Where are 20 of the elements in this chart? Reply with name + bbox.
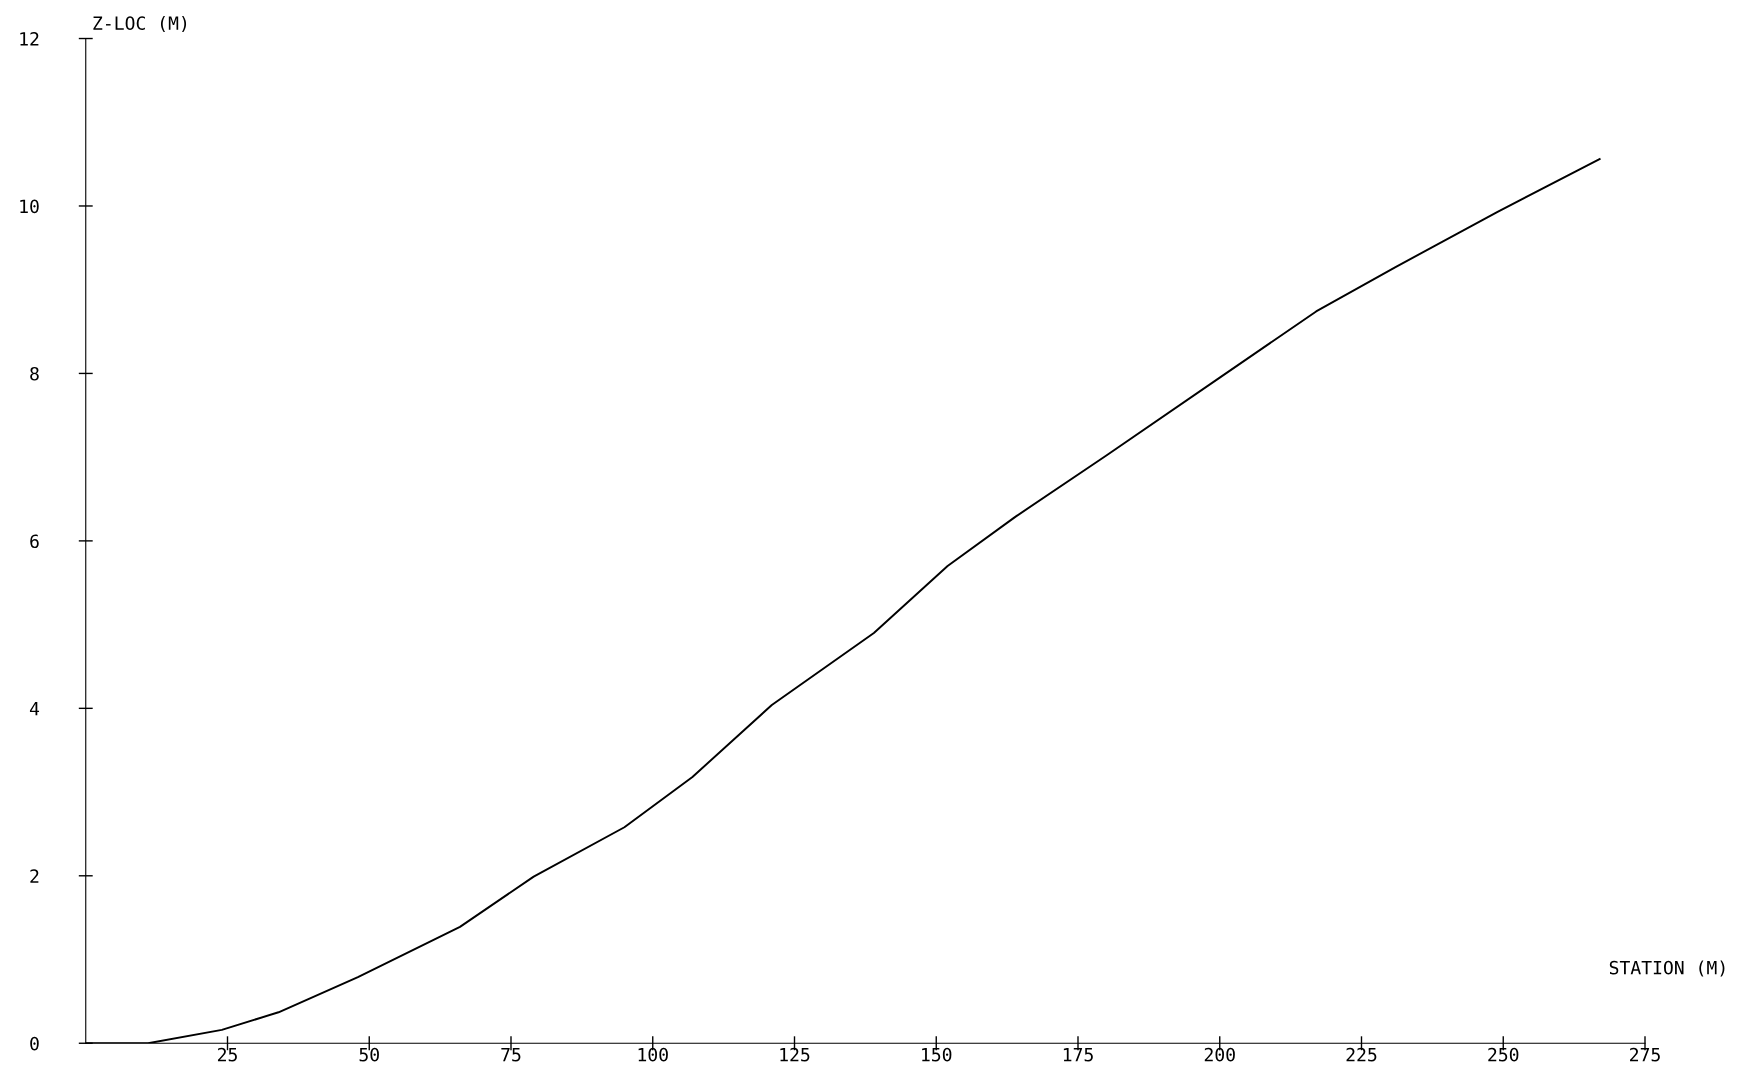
x-tick-label: 125 (780, 1047, 810, 1062)
y-tick-label: 4 (29, 702, 40, 716)
x-tick-label: 175 (1063, 1048, 1093, 1062)
x-tick-label: 100 (638, 1047, 668, 1062)
y-tick-label: 8 (30, 366, 39, 381)
x-tick-label: 75 (501, 1048, 521, 1062)
y-tick-label: 12 (20, 32, 39, 46)
y-axis-title: Z-LOC (M) (93, 16, 187, 33)
x-tick-label: 25 (217, 1047, 237, 1062)
y-tick-label: 6 (30, 534, 39, 549)
y-tick-label: 10 (20, 199, 39, 214)
x-tick-label: 50 (359, 1047, 379, 1062)
x-tick-label: 275 (1630, 1047, 1660, 1062)
x-tick-label: 200 (1204, 1047, 1235, 1062)
x-tick-label: 150 (922, 1047, 952, 1062)
y-tick-label: 2 (30, 869, 39, 883)
y-tick-label: 0 (30, 1036, 39, 1051)
x-tick-label: 225 (1346, 1047, 1377, 1062)
x-axis-title: STATION (M) (1609, 960, 1725, 977)
x-tick-label: 250 (1488, 1047, 1519, 1062)
